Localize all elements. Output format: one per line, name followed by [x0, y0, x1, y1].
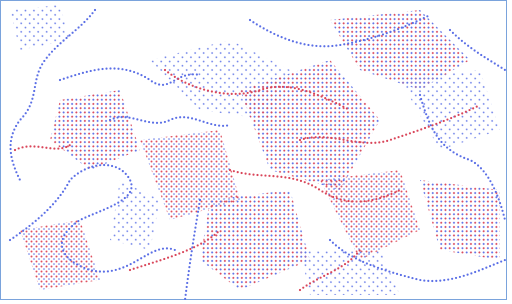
page: (() => { const data = JSON.parse(documen…	[0, 0, 512, 304]
map-view	[0, 0, 512, 304]
